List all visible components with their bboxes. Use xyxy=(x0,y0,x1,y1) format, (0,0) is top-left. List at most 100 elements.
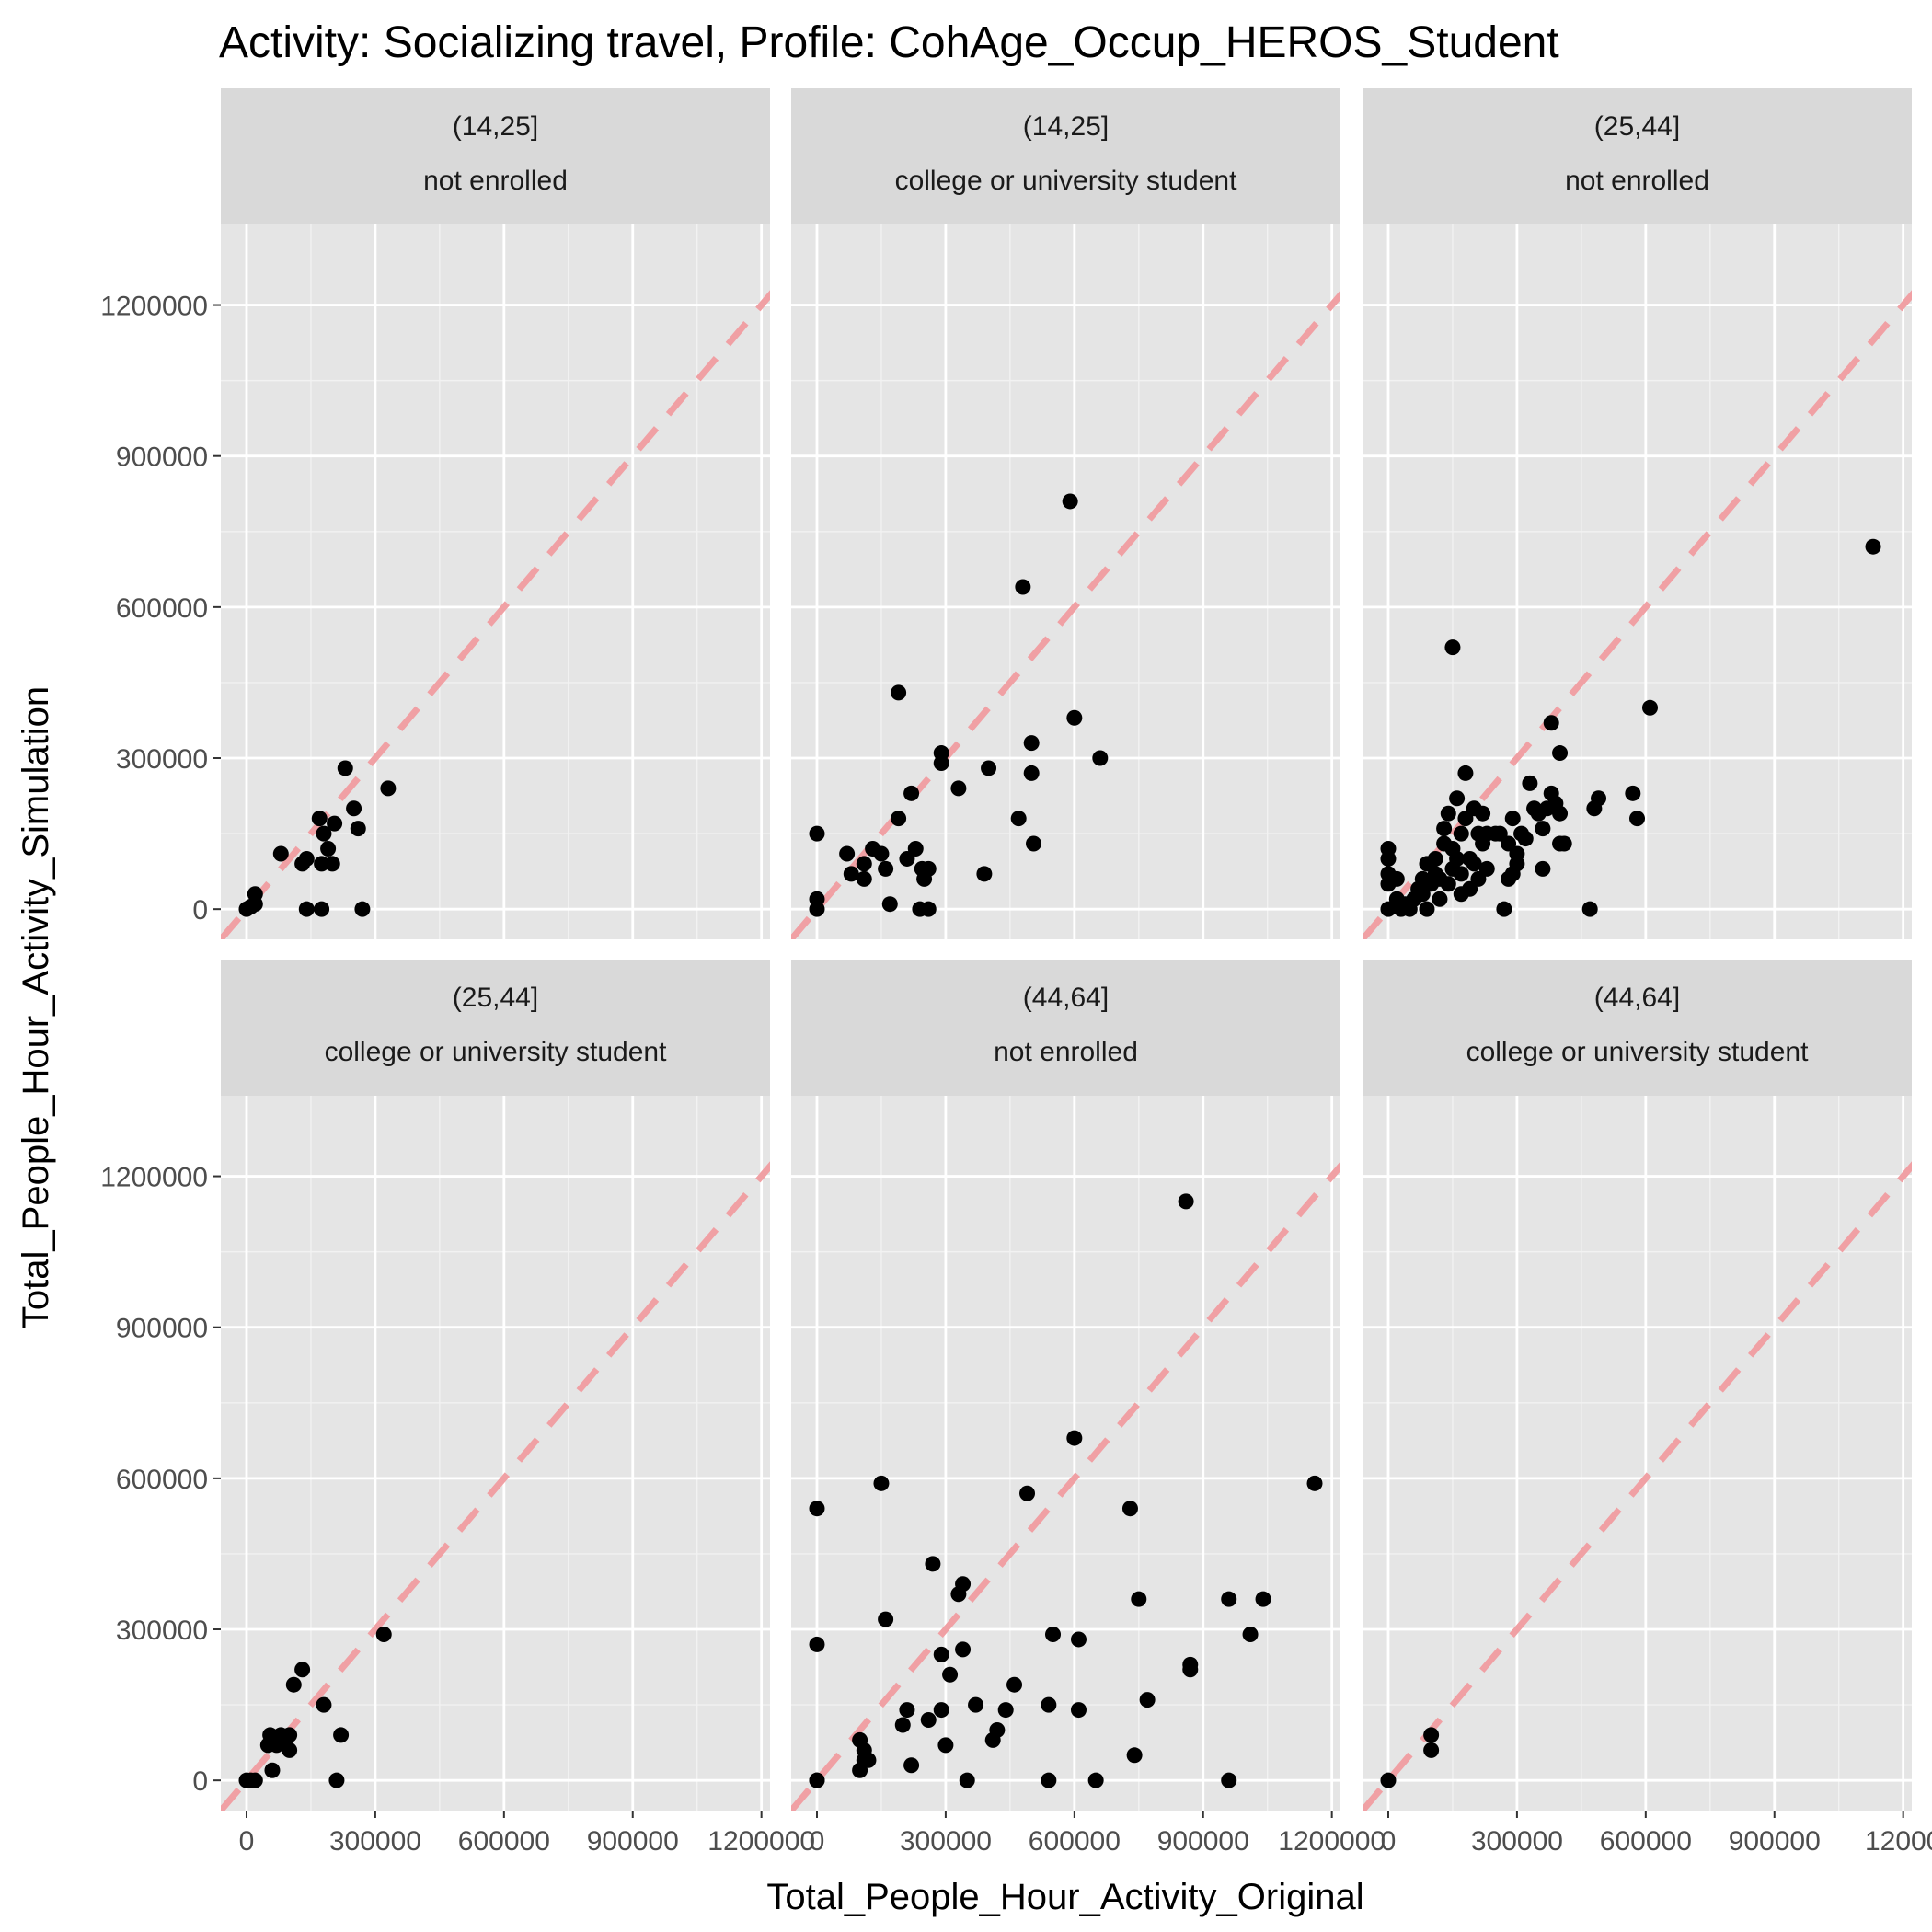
panel-background xyxy=(1363,1096,1912,1811)
data-point xyxy=(1131,1591,1147,1607)
data-point xyxy=(1504,811,1521,827)
data-point xyxy=(1556,835,1572,852)
data-point xyxy=(809,1636,825,1652)
y-tick-label: 1200000 xyxy=(100,1163,208,1193)
data-point xyxy=(1478,860,1495,877)
data-point xyxy=(1010,811,1027,827)
data-point xyxy=(1121,1501,1138,1517)
y-tick-label: 600000 xyxy=(116,1465,208,1495)
x-tick-label: 0 xyxy=(1381,1826,1397,1857)
data-point xyxy=(1388,870,1405,887)
data-point xyxy=(907,841,924,857)
y-tick-label: 900000 xyxy=(116,1314,208,1344)
x-tick-label: 0 xyxy=(810,1826,825,1857)
strip-label-enrollment: not enrolled xyxy=(1565,166,1709,196)
data-point xyxy=(316,1696,332,1713)
x-axis-title: Total_People_Hour_Activity_Original xyxy=(766,1877,1363,1917)
data-point xyxy=(1453,866,1469,882)
data-point xyxy=(903,785,920,801)
x-tick-label: 300000 xyxy=(1471,1826,1563,1857)
strip-label-enrollment: college or university student xyxy=(1466,1037,1810,1067)
data-point xyxy=(1070,1631,1087,1648)
data-point xyxy=(1581,901,1598,917)
data-point xyxy=(346,800,362,817)
data-point xyxy=(809,891,825,907)
data-point xyxy=(264,1762,281,1778)
data-point xyxy=(1517,831,1534,847)
data-point xyxy=(891,684,907,701)
data-point xyxy=(380,780,397,797)
y-tick-label: 0 xyxy=(192,1766,208,1797)
x-tick-label: 0 xyxy=(239,1826,255,1857)
data-point xyxy=(873,845,890,862)
data-point xyxy=(856,856,872,872)
data-point xyxy=(1552,805,1569,822)
data-point xyxy=(1026,835,1042,852)
data-point xyxy=(316,825,332,842)
y-tick-label: 900000 xyxy=(116,443,208,473)
data-point xyxy=(1423,1727,1440,1743)
data-point xyxy=(1221,1772,1237,1788)
panel-background xyxy=(791,224,1340,939)
data-point xyxy=(894,1717,911,1733)
data-point xyxy=(320,841,337,857)
data-point xyxy=(1509,856,1525,872)
data-point xyxy=(337,760,353,776)
data-point xyxy=(1423,1742,1440,1758)
data-point xyxy=(1066,709,1083,726)
data-point xyxy=(1221,1591,1237,1607)
strip-label-age: (14,25] xyxy=(1023,111,1109,142)
chart-title: Activity: Socializing travel, Profile: C… xyxy=(219,18,1559,67)
data-point xyxy=(333,1727,350,1743)
data-point xyxy=(920,1712,937,1729)
data-point xyxy=(959,1772,975,1788)
data-point xyxy=(1182,1656,1199,1673)
facet-panel-1: (14,25] not enrolled 0 300000 600000 900000 12… xyxy=(100,88,770,939)
x-tick-label: 1200000 xyxy=(1278,1826,1386,1857)
facet-panel-3: (25,44] not enrolled xyxy=(1363,88,1912,939)
strip-label-age: (25,44] xyxy=(1594,111,1680,142)
strip-label-age: (44,64] xyxy=(1023,983,1109,1013)
data-point xyxy=(1023,735,1040,752)
data-point xyxy=(1440,805,1456,822)
y-axis-title: Total_People_Hour_Activity_Simulation xyxy=(16,686,56,1328)
data-point xyxy=(298,850,315,867)
data-point xyxy=(1535,821,1551,837)
data-point xyxy=(294,1662,311,1678)
facet-panel-2: (14,25] college or university student xyxy=(791,88,1340,939)
data-point xyxy=(1087,1772,1104,1788)
strip-label-enrollment: not enrolled xyxy=(423,166,568,196)
x-tick-label: 600000 xyxy=(1029,1826,1121,1857)
data-point xyxy=(282,1727,298,1743)
data-point xyxy=(933,754,949,771)
facet-panel-4: (25,44] college or university student 0 300… xyxy=(100,960,815,1857)
data-point xyxy=(247,886,263,903)
data-point xyxy=(1242,1626,1259,1642)
reference-line xyxy=(221,1161,770,1811)
strip-label-age: (25,44] xyxy=(453,983,538,1013)
data-point xyxy=(1041,1772,1057,1788)
data-point xyxy=(1466,856,1482,872)
facet-panel-6: (44,64] college or university student 0 300… xyxy=(1363,960,1932,1857)
facet-strip xyxy=(1363,960,1912,1096)
data-point xyxy=(1457,765,1474,781)
data-point xyxy=(976,866,993,882)
data-point xyxy=(285,1676,302,1693)
panel-background xyxy=(221,1096,770,1811)
data-point xyxy=(989,1721,1006,1738)
strip-label-enrollment: not enrolled xyxy=(994,1037,1138,1067)
x-tick-label: 900000 xyxy=(587,1826,679,1857)
data-point xyxy=(1255,1591,1271,1607)
data-point xyxy=(1591,790,1607,807)
strip-label-enrollment: college or university student xyxy=(895,166,1238,196)
data-point xyxy=(272,845,289,862)
data-point xyxy=(968,1696,984,1713)
data-point xyxy=(955,1576,972,1593)
x-tick-label: 900000 xyxy=(1157,1826,1249,1857)
data-point xyxy=(1543,715,1559,731)
x-tick-label: 300000 xyxy=(329,1826,421,1857)
data-point xyxy=(350,821,366,837)
strip-label-age: (44,64] xyxy=(1594,983,1680,1013)
data-point xyxy=(809,825,825,842)
